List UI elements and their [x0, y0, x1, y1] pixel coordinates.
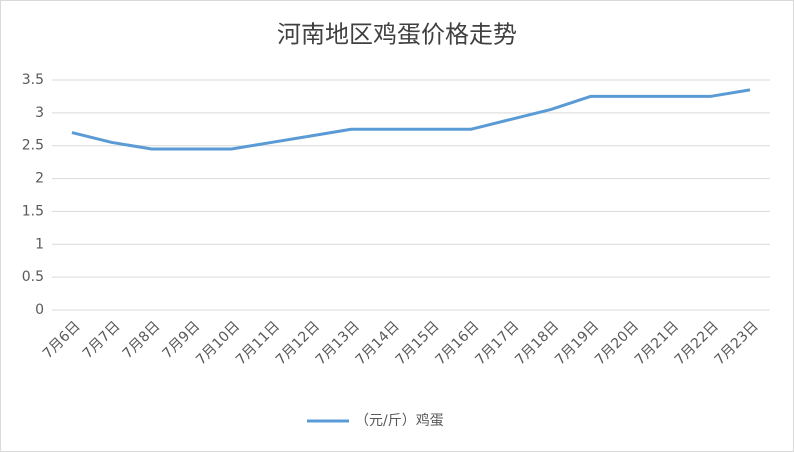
y-tick-label: 3.5: [22, 72, 44, 88]
y-tick-label: 0: [35, 302, 44, 318]
data-line: [71, 88, 751, 151]
y-tick-label: 1: [35, 236, 44, 252]
y-tick-label: 2: [35, 171, 44, 187]
chart-title: 河南地区鸡蛋价格走势: [277, 21, 517, 49]
y-tick-label: 3: [35, 105, 44, 121]
y-tick-label: 1.5: [22, 203, 44, 219]
legend-label: （元/斤）鸡蛋: [355, 412, 444, 429]
y-tick-label: 2.5: [22, 138, 44, 154]
y-tick-label: 0.5: [22, 269, 44, 285]
